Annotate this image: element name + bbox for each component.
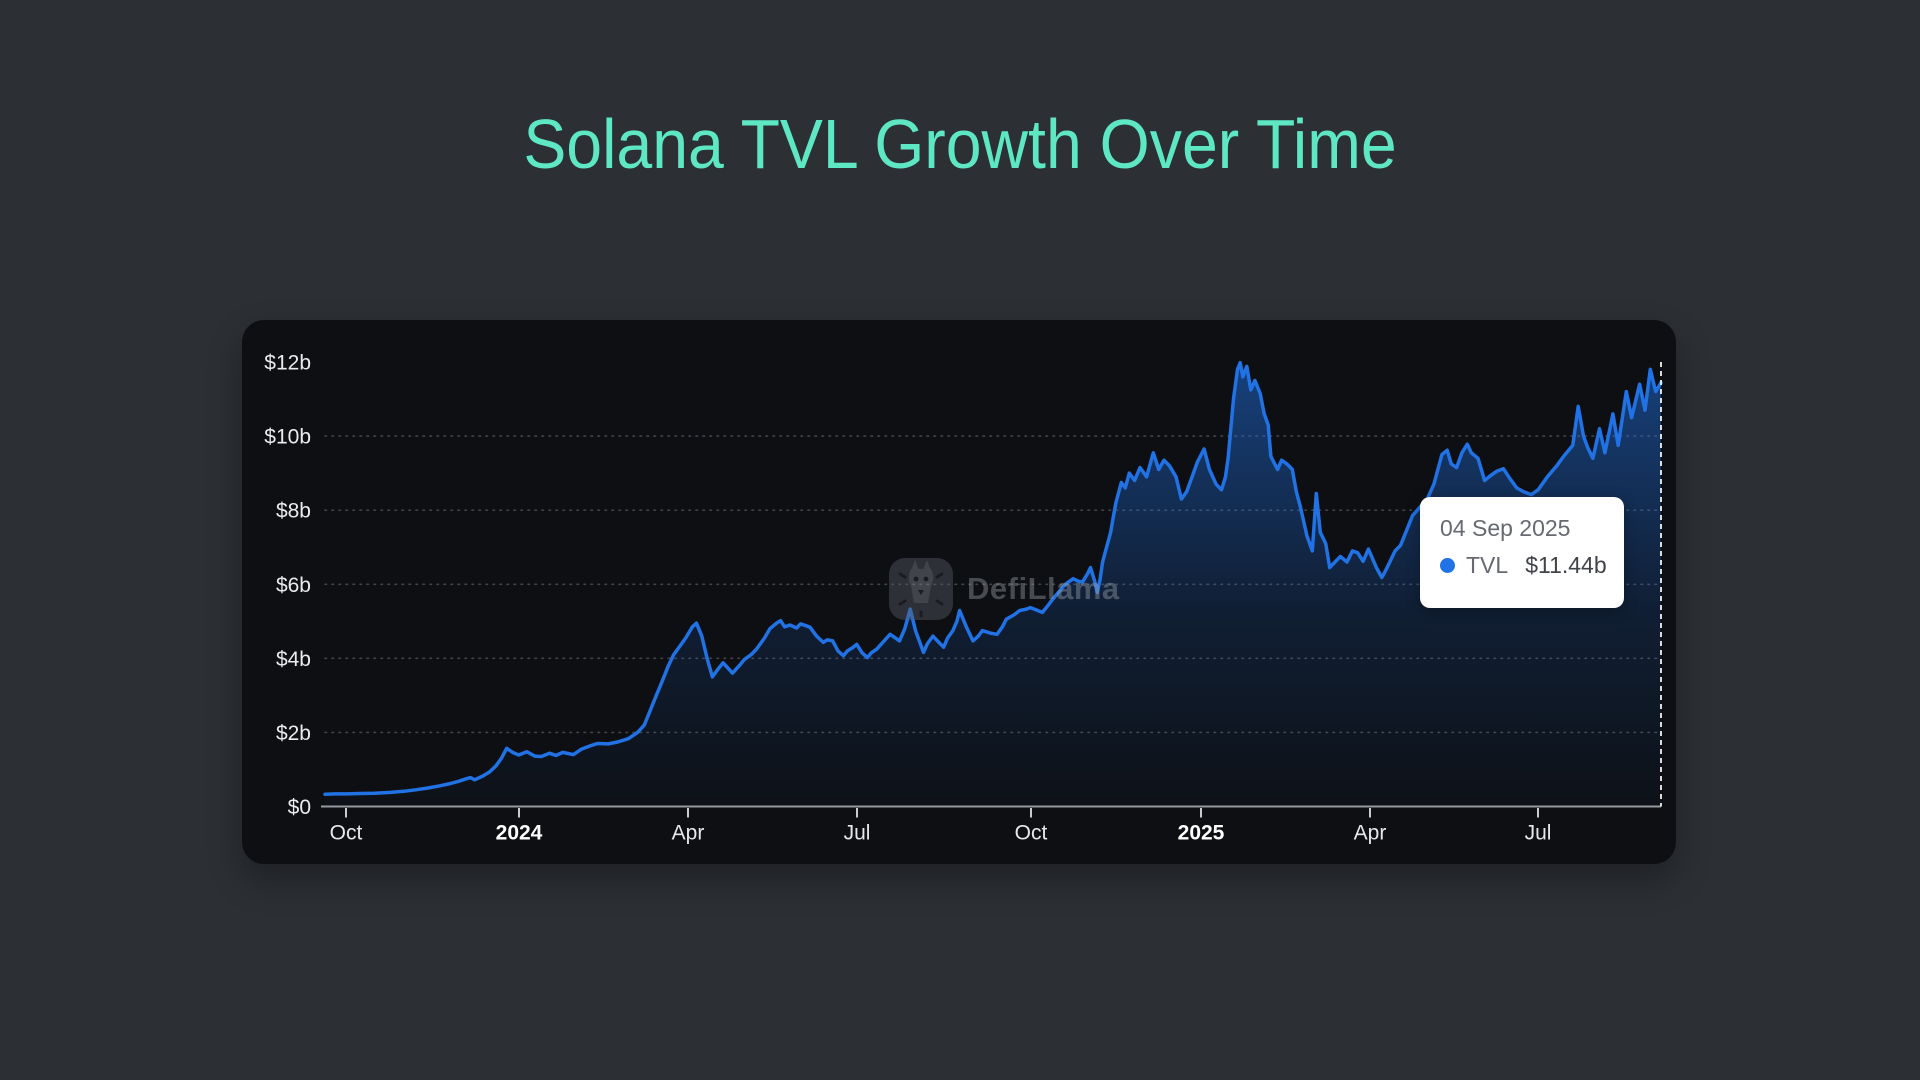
x-axis-label: 2024 — [496, 822, 543, 845]
y-axis-label: $2b — [276, 722, 311, 745]
x-axis-label: Jul — [1525, 822, 1552, 845]
tooltip-series-row: TVL $11.44b — [1440, 552, 1607, 579]
x-axis-label: Jul — [844, 822, 871, 845]
x-axis-label: Apr — [672, 822, 705, 845]
page-title: Solana TVL Growth Over Time — [523, 105, 1397, 183]
x-axis-label: Oct — [330, 822, 363, 845]
y-axis-label: $4b — [276, 648, 311, 671]
y-axis-label: $0 — [288, 796, 311, 819]
chart-panel: $0 $2b $4b $6b $8b $10b $12b Oct 2024 Apr Jul Oct 20… — [242, 320, 1676, 864]
tvl-area — [325, 362, 1661, 807]
tooltip-date: 04 Sep 2025 — [1440, 515, 1571, 541]
chart-tooltip: 04 Sep 2025 TVL $11.44b — [1420, 497, 1624, 608]
x-axis-label: 2025 — [1178, 822, 1225, 845]
y-axis-label: $6b — [276, 574, 311, 597]
series-dot-icon — [1440, 558, 1455, 573]
y-axis-label: $12b — [264, 352, 311, 375]
y-axis-label: $8b — [276, 500, 311, 523]
tooltip-series-name: TVL — [1466, 552, 1509, 578]
axes-group: $0 $2b $4b $6b $8b $10b $12b Oct 2024 Apr Jul Oct 20… — [264, 352, 1662, 845]
x-axis-label: Apr — [1354, 822, 1387, 845]
x-axis-label: Oct — [1015, 822, 1048, 845]
tooltip-value: $11.44b — [1525, 552, 1607, 578]
y-axis-label: $10b — [264, 426, 311, 449]
